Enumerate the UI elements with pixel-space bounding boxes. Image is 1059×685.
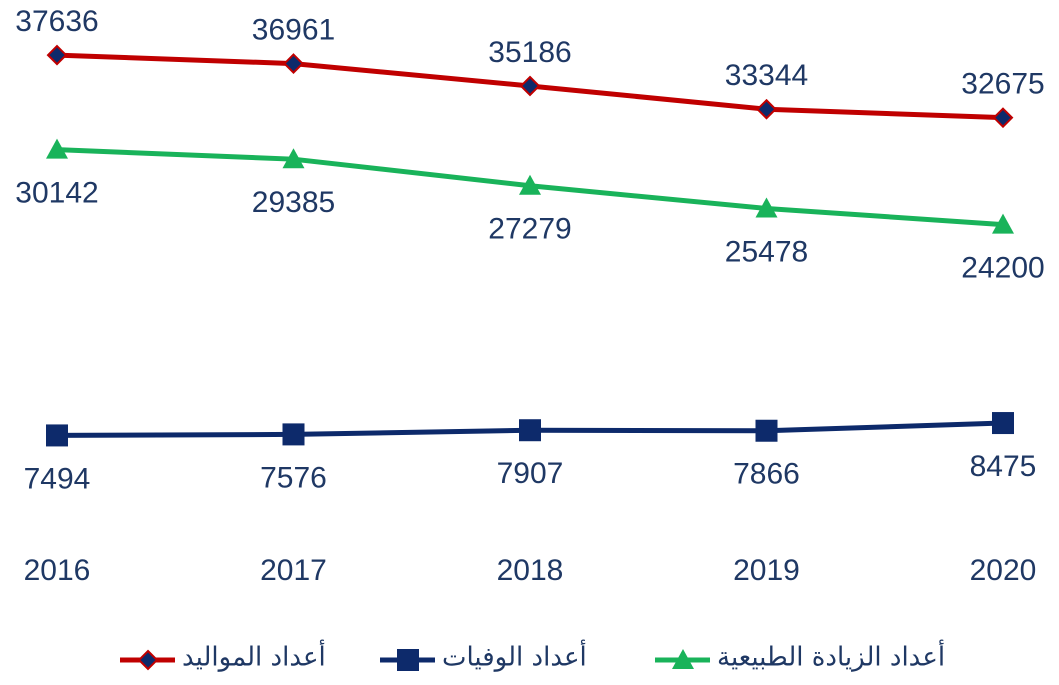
data-point xyxy=(519,75,541,97)
data-point xyxy=(46,138,68,159)
data-point xyxy=(992,213,1014,234)
data-point xyxy=(992,412,1014,435)
data-point xyxy=(46,44,68,66)
legend-marker xyxy=(397,649,419,671)
data-point xyxy=(282,423,305,446)
data-label: 32675 xyxy=(961,68,1044,101)
data-label: 7866 xyxy=(733,458,800,491)
legend-label: أعداد المواليد xyxy=(182,639,326,673)
data-point xyxy=(519,174,541,195)
data-point xyxy=(755,419,778,442)
data-label: 25478 xyxy=(725,235,808,268)
data-point xyxy=(282,148,305,169)
data-label: 33344 xyxy=(725,59,808,92)
data-label: 30142 xyxy=(15,177,98,210)
data-label: 24200 xyxy=(961,252,1044,285)
legend-label: أعداد الزيادة الطبيعية xyxy=(717,639,945,673)
data-label: 8475 xyxy=(970,450,1037,483)
data-point xyxy=(46,424,68,447)
legend-label: أعداد الوفيات xyxy=(442,639,587,673)
data-point xyxy=(755,197,778,218)
data-label: 7576 xyxy=(260,461,327,494)
x-tick-label: 2018 xyxy=(497,554,564,587)
legend-marker xyxy=(137,649,159,671)
data-label: 29385 xyxy=(252,186,335,219)
data-label: 36961 xyxy=(252,14,335,47)
data-point xyxy=(756,98,777,120)
data-label: 35186 xyxy=(488,36,571,69)
data-label: 7494 xyxy=(24,462,91,495)
data-point xyxy=(992,107,1014,129)
data-label: 37636 xyxy=(15,5,98,38)
data-label: 27279 xyxy=(488,213,571,246)
data-label: 7907 xyxy=(497,457,564,490)
x-tick-label: 2017 xyxy=(260,554,327,587)
x-tick-label: 2020 xyxy=(970,554,1037,587)
x-tick-label: 2016 xyxy=(24,554,91,587)
legend-marker xyxy=(672,649,694,669)
data-point xyxy=(519,419,541,442)
data-point xyxy=(283,53,304,75)
x-tick-label: 2019 xyxy=(733,554,800,587)
